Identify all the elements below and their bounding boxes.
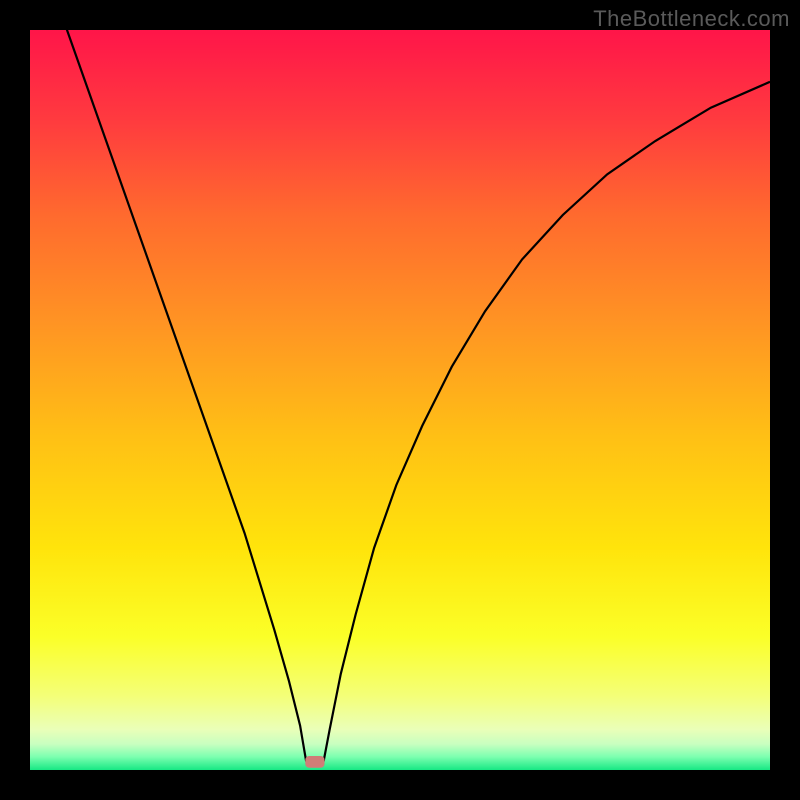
bottleneck-chart	[0, 0, 800, 800]
optimal-point-marker	[305, 756, 324, 768]
watermark-text: TheBottleneck.com	[593, 6, 790, 32]
chart-frame: { "watermark": { "text": "TheBottleneck.…	[0, 0, 800, 800]
plot-background	[30, 30, 770, 770]
